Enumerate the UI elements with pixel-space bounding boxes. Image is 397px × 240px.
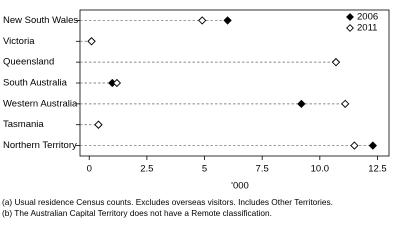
x-axis-label: '000 (231, 181, 249, 192)
y-tick-label: Northern Territory (3, 140, 77, 151)
x-tick-label: 0 (87, 164, 92, 175)
y-tick-label: Queensland (3, 57, 54, 68)
legend-label: 2011 (357, 23, 377, 34)
x-tick-label: 5 (202, 164, 207, 175)
x-tick-label: 2.5 (140, 164, 153, 175)
dot-marker (341, 99, 350, 108)
footnote: (b) The Australian Capital Territory doe… (2, 208, 272, 218)
dot-marker (297, 99, 306, 108)
dot-marker (198, 16, 207, 25)
legend-marker (346, 13, 354, 21)
plot-frame (79, 9, 390, 157)
y-tick-label: Tasmania (3, 119, 44, 130)
chart: '000 (a) Usual residence Census counts. … (2, 9, 390, 218)
y-tick-label: Victoria (3, 36, 35, 47)
dot-marker (368, 141, 377, 150)
legend-marker (346, 24, 354, 32)
x-tick-label: 7.5 (256, 164, 269, 175)
dot-marker (112, 78, 122, 88)
dot-marker (87, 37, 96, 46)
x-tick-label: 10.0 (311, 164, 330, 175)
y-tick-label: South Australia (3, 78, 68, 89)
dot-marker (331, 58, 341, 67)
footnote: (a) Usual residence Census counts. Exclu… (2, 197, 333, 207)
dot-marker (350, 141, 359, 150)
y-tick-label: New South Wales (3, 15, 78, 26)
x-tick-label: 12.5 (368, 164, 387, 175)
y-tick-label: Western Australia (3, 98, 78, 109)
dot-marker (94, 120, 103, 129)
dot-marker (223, 16, 232, 25)
legend-label: 2006 (357, 12, 378, 23)
